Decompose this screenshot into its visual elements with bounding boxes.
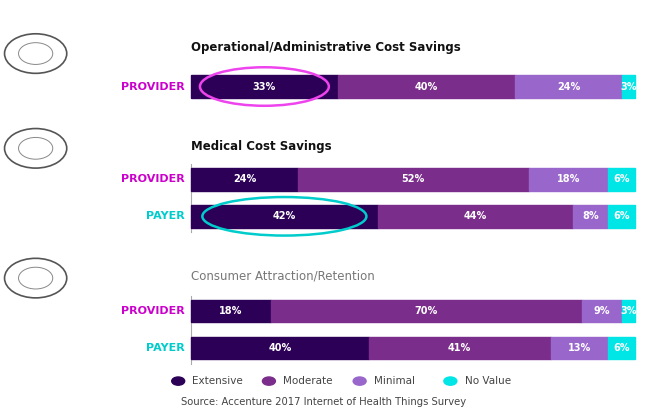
Text: Medical Cost Savings: Medical Cost Savings	[191, 140, 332, 153]
Text: 3%: 3%	[620, 82, 636, 91]
Text: PAYER: PAYER	[146, 211, 185, 221]
Bar	[369, 337, 551, 359]
Text: 6%: 6%	[614, 174, 630, 184]
Text: 24%: 24%	[557, 82, 580, 91]
Bar	[191, 75, 338, 98]
Text: Consumer Attraction/Retention: Consumer Attraction/Retention	[191, 269, 375, 283]
Bar	[338, 75, 515, 98]
Bar	[608, 337, 635, 359]
Text: PROVIDER: PROVIDER	[121, 82, 185, 91]
Text: PAYER: PAYER	[146, 343, 185, 353]
Bar	[529, 168, 608, 190]
Text: 13%: 13%	[568, 343, 591, 353]
Circle shape	[353, 377, 366, 385]
Bar	[608, 168, 635, 190]
Text: 42%: 42%	[273, 211, 296, 221]
Text: 24%: 24%	[233, 174, 256, 184]
Bar	[621, 300, 635, 322]
Text: 3%: 3%	[620, 306, 636, 316]
Bar	[582, 300, 621, 322]
Text: Operational/Administrative Cost Savings: Operational/Administrative Cost Savings	[191, 41, 461, 54]
Bar	[573, 205, 608, 228]
Bar	[608, 205, 635, 228]
Bar	[378, 205, 573, 228]
Text: 40%: 40%	[268, 343, 292, 353]
Text: No Value: No Value	[465, 376, 511, 386]
Text: 41%: 41%	[448, 343, 471, 353]
Text: 40%: 40%	[415, 82, 438, 91]
Circle shape	[262, 377, 275, 385]
Text: Extensive: Extensive	[192, 376, 243, 386]
Text: 70%: 70%	[415, 306, 438, 316]
Text: 52%: 52%	[402, 174, 424, 184]
Bar	[515, 75, 621, 98]
Text: 6%: 6%	[614, 343, 630, 353]
Text: PROVIDER: PROVIDER	[121, 306, 185, 316]
Bar	[191, 337, 369, 359]
Text: Minimal: Minimal	[374, 376, 415, 386]
Bar	[621, 75, 635, 98]
Text: 33%: 33%	[253, 82, 276, 91]
Text: 8%: 8%	[583, 211, 599, 221]
Text: Source: Accenture 2017 Internet of Health Things Survey: Source: Accenture 2017 Internet of Healt…	[181, 397, 467, 407]
Text: Moderate: Moderate	[283, 376, 332, 386]
Bar	[297, 168, 529, 190]
Text: 18%: 18%	[557, 174, 580, 184]
Circle shape	[172, 377, 185, 385]
Bar	[191, 300, 271, 322]
Text: PROVIDER: PROVIDER	[121, 174, 185, 184]
Bar	[191, 168, 297, 190]
Circle shape	[444, 377, 457, 385]
Text: 6%: 6%	[614, 211, 630, 221]
Text: 44%: 44%	[463, 211, 487, 221]
Bar	[551, 337, 608, 359]
Text: 9%: 9%	[594, 306, 610, 316]
Bar	[271, 300, 582, 322]
Bar	[191, 205, 378, 228]
Text: 18%: 18%	[220, 306, 243, 316]
